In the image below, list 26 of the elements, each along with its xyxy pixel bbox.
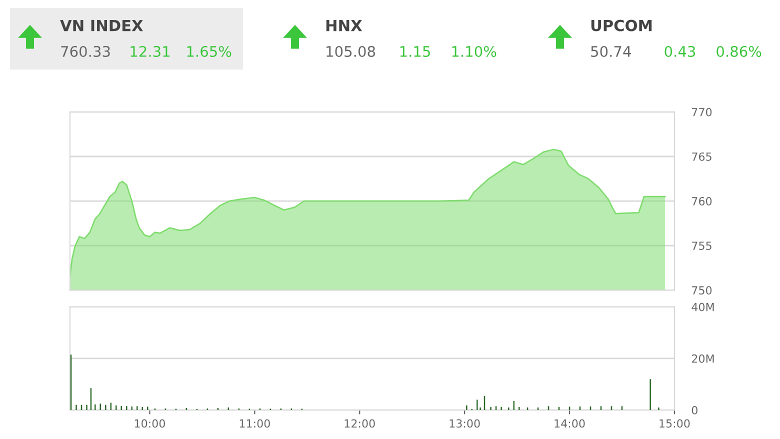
x-tick-label: 12:00 — [344, 419, 375, 428]
text: 105.08 — [326, 46, 376, 57]
text: 50.74 — [591, 46, 631, 57]
x-tick-label: 14:00 — [554, 419, 585, 428]
text: VN INDEX — [60, 20, 143, 32]
text: 12.31 — [130, 46, 170, 57]
text: 1.15 — [400, 46, 430, 57]
x-tick-label: 11:00 — [240, 419, 270, 428]
y-tick-label: 0 — [692, 406, 698, 414]
text: 760.33 — [61, 46, 110, 57]
y-tick-label: 40M — [692, 302, 714, 312]
x-tick-label: 10:00 — [134, 419, 165, 428]
text: 1.10% — [452, 46, 496, 57]
x-tick-label: 15:00 — [660, 419, 690, 428]
text: 0.86% — [716, 46, 762, 57]
y-tick-label: 755 — [692, 242, 712, 250]
y-tick-label: 750 — [692, 286, 712, 295]
text: HNX — [326, 20, 362, 32]
y-tick-label: 770 — [692, 108, 712, 116]
y-tick-label: 765 — [692, 152, 712, 161]
x-tick-label: 13:00 — [450, 419, 480, 428]
text: 0.43 — [664, 46, 696, 57]
y-tick-label: 760 — [692, 197, 712, 206]
text: 1.65% — [187, 46, 232, 57]
y-tick-label: 20M — [692, 354, 714, 363]
text: UPCOM — [591, 20, 652, 32]
